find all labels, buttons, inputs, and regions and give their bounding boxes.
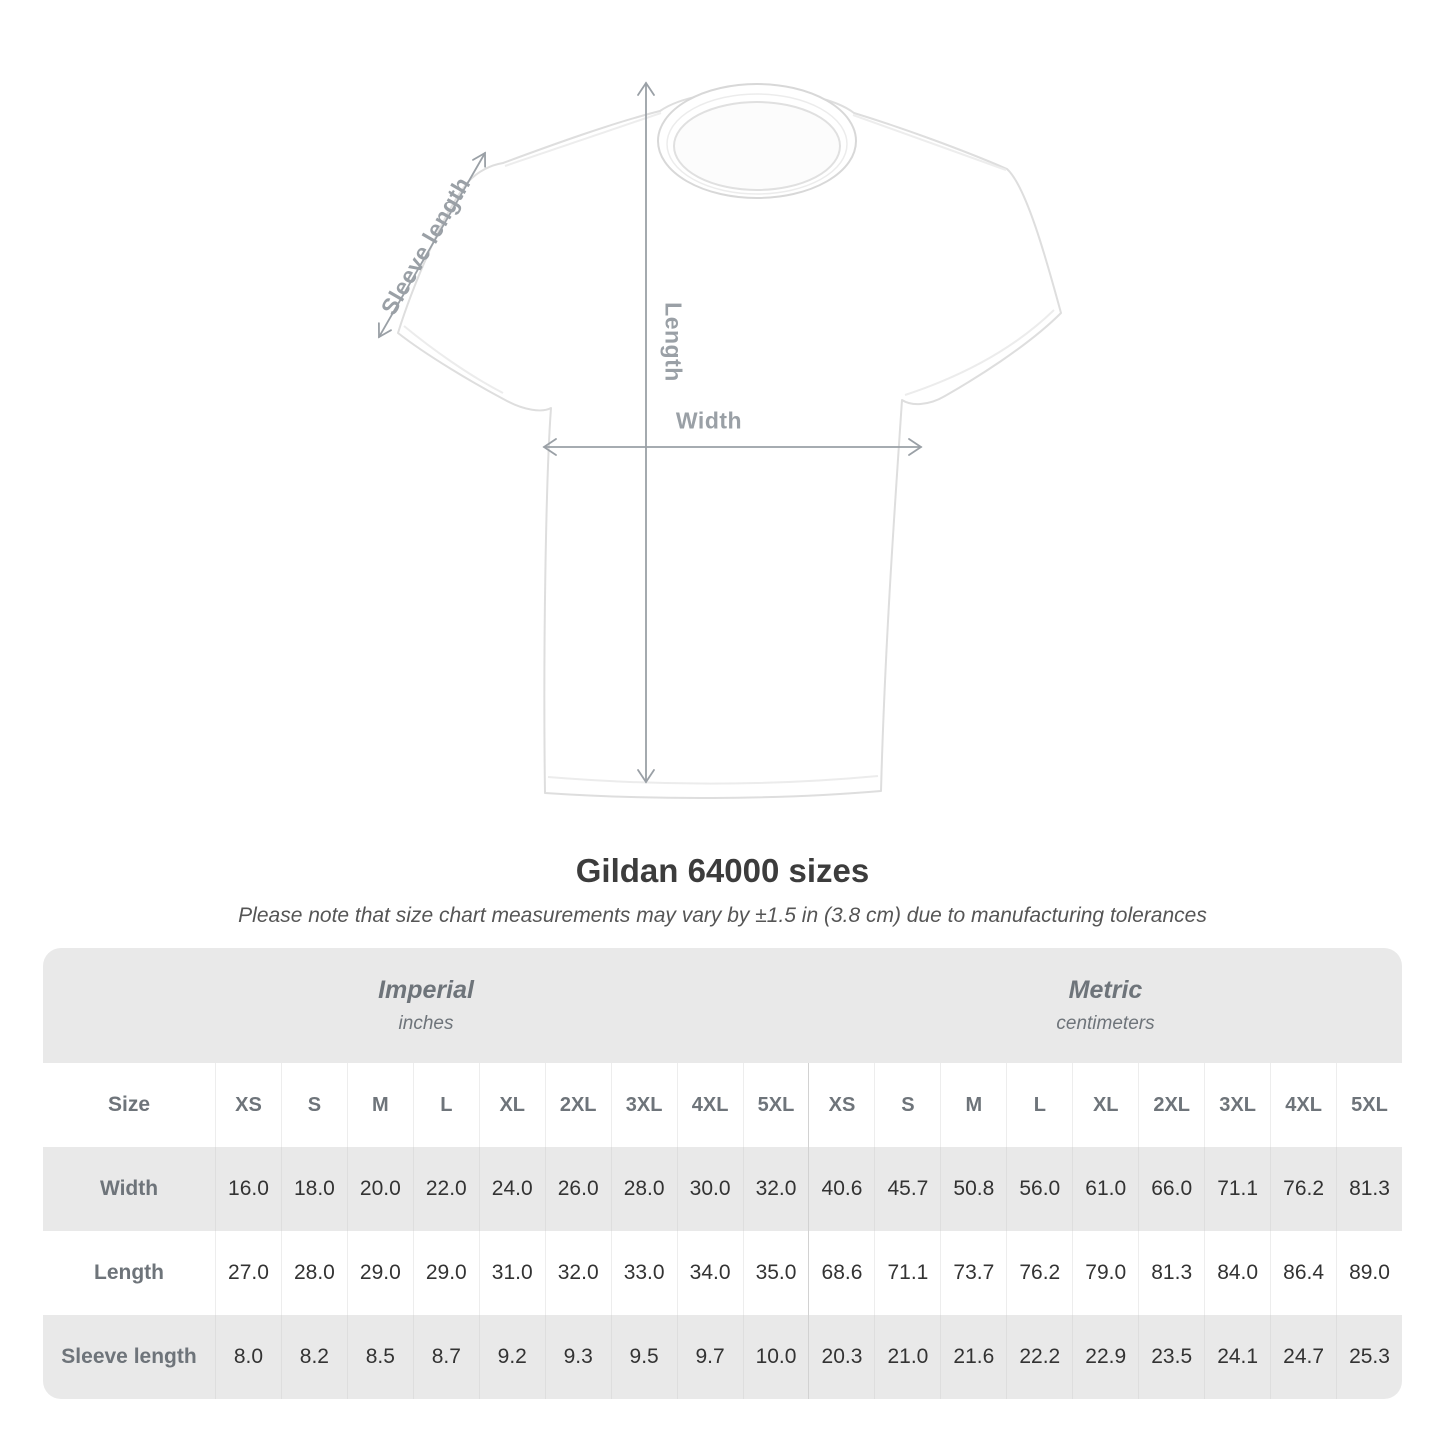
width-label: Width bbox=[675, 407, 743, 434]
table-cell: 29.0 bbox=[346, 1231, 413, 1315]
size-head-imperial: XL bbox=[478, 1063, 545, 1147]
table-cell: 25.3 bbox=[1336, 1315, 1402, 1399]
table-cell: 27.0 bbox=[215, 1231, 281, 1315]
table-cell: 73.7 bbox=[940, 1231, 1006, 1315]
table-cell: 8.7 bbox=[412, 1315, 479, 1399]
size-head-imperial: 5XL bbox=[742, 1063, 809, 1147]
size-head-metric: S bbox=[874, 1063, 940, 1147]
table-cell: 84.0 bbox=[1204, 1231, 1270, 1315]
size-head-metric: 2XL bbox=[1138, 1063, 1204, 1147]
table-cell: 71.1 bbox=[1204, 1147, 1271, 1231]
table-cell: 22.9 bbox=[1072, 1315, 1139, 1399]
table-cell: 61.0 bbox=[1072, 1147, 1139, 1231]
table-cell: 30.0 bbox=[676, 1147, 743, 1231]
table-cell: 89.0 bbox=[1336, 1231, 1402, 1315]
row-label-length: Length bbox=[94, 1261, 164, 1284]
table-cell: 20.0 bbox=[346, 1147, 413, 1231]
table-cell: 86.4 bbox=[1270, 1231, 1336, 1315]
table-cell: 50.8 bbox=[940, 1147, 1007, 1231]
width-arrow bbox=[542, 438, 923, 456]
size-head-imperial: M bbox=[346, 1063, 413, 1147]
size-table: Imperial inches Metric centimeters Size … bbox=[43, 948, 1402, 1399]
imperial-section-header: Imperial inches bbox=[43, 948, 809, 1063]
tshirt-graphic bbox=[378, 81, 1062, 800]
table-cell: 9.2 bbox=[478, 1315, 545, 1399]
table-cell: 18.0 bbox=[280, 1147, 347, 1231]
table-cell: 24.7 bbox=[1270, 1315, 1337, 1399]
size-head-metric: 3XL bbox=[1204, 1063, 1270, 1147]
table-cell: 68.6 bbox=[808, 1231, 874, 1315]
sleeve-length-arrow bbox=[378, 151, 486, 339]
table-cell: 21.6 bbox=[940, 1315, 1007, 1399]
tolerance-note: Please note that size chart measurements… bbox=[238, 904, 1207, 927]
metric-section-unit: centimeters bbox=[1056, 1013, 1155, 1034]
table-cell: 24.0 bbox=[478, 1147, 545, 1231]
table-cell: 76.2 bbox=[1006, 1231, 1072, 1315]
table-cell: 22.0 bbox=[412, 1147, 479, 1231]
table-cell: 40.6 bbox=[808, 1147, 875, 1231]
table-cell: 28.0 bbox=[280, 1231, 347, 1315]
table-cell: 8.5 bbox=[346, 1315, 413, 1399]
size-head-imperial: XS bbox=[215, 1063, 281, 1147]
imperial-section-unit: inches bbox=[398, 1013, 454, 1034]
size-head-imperial: 3XL bbox=[610, 1063, 677, 1147]
table-cell: 9.5 bbox=[610, 1315, 677, 1399]
tshirt-measurement-figure: Sleeve length Length Width bbox=[376, 81, 1062, 800]
row-label-sleeve-length: Sleeve length bbox=[43, 1315, 215, 1399]
imperial-section-title: Imperial bbox=[378, 976, 474, 1004]
table-header-band: Imperial inches Metric centimeters bbox=[43, 948, 1402, 1063]
table-cell: 10.0 bbox=[742, 1315, 809, 1399]
table-grid: Size XS S M L XL 2XL 3XL 4XL 5XL XS S M … bbox=[43, 1063, 1402, 1399]
size-head-metric: L bbox=[1006, 1063, 1072, 1147]
table-cell: 71.1 bbox=[874, 1231, 940, 1315]
size-head-imperial: S bbox=[280, 1063, 347, 1147]
table-cell: 8.2 bbox=[280, 1315, 347, 1399]
table-cell: 81.3 bbox=[1336, 1147, 1402, 1231]
table-cell: 28.0 bbox=[610, 1147, 677, 1231]
table-cell: 16.0 bbox=[215, 1147, 281, 1231]
length-label: Length bbox=[660, 302, 687, 382]
size-head-imperial: L bbox=[412, 1063, 479, 1147]
row-label-width: Width bbox=[43, 1147, 215, 1231]
table-cell: 56.0 bbox=[1006, 1147, 1073, 1231]
tshirt-silhouette bbox=[397, 83, 1062, 800]
table-cell: 79.0 bbox=[1072, 1231, 1138, 1315]
table-cell: 32.0 bbox=[742, 1147, 809, 1231]
table-cell: 81.3 bbox=[1138, 1231, 1204, 1315]
title-block: Gildan 64000 sizes Please note that size… bbox=[0, 852, 1445, 928]
table-cell: 24.1 bbox=[1204, 1315, 1271, 1399]
size-column-header: Size bbox=[107, 1093, 151, 1116]
table-cell: 45.7 bbox=[874, 1147, 941, 1231]
table-cell: 76.2 bbox=[1270, 1147, 1337, 1231]
table-cell: 9.7 bbox=[676, 1315, 743, 1399]
page-title: Gildan 64000 sizes bbox=[575, 852, 870, 889]
size-head-metric: XL bbox=[1072, 1063, 1138, 1147]
size-head-imperial: 2XL bbox=[544, 1063, 611, 1147]
table-cell: 26.0 bbox=[544, 1147, 611, 1231]
size-head-metric: M bbox=[940, 1063, 1006, 1147]
table-cell: 8.0 bbox=[215, 1315, 281, 1399]
length-arrow bbox=[637, 81, 655, 784]
table-cell: 29.0 bbox=[412, 1231, 479, 1315]
table-cell: 23.5 bbox=[1138, 1315, 1205, 1399]
size-head-metric: 4XL bbox=[1270, 1063, 1336, 1147]
table-cell: 21.0 bbox=[874, 1315, 941, 1399]
table-cell: 32.0 bbox=[544, 1231, 611, 1315]
size-head-metric: 5XL bbox=[1336, 1063, 1402, 1147]
table-cell: 35.0 bbox=[742, 1231, 809, 1315]
table-cell: 33.0 bbox=[610, 1231, 677, 1315]
size-head-imperial: 4XL bbox=[676, 1063, 743, 1147]
table-cell: 20.3 bbox=[808, 1315, 875, 1399]
table-cell: 9.3 bbox=[544, 1315, 611, 1399]
table-cell: 22.2 bbox=[1006, 1315, 1073, 1399]
table-cell: 34.0 bbox=[676, 1231, 743, 1315]
size-head-metric: XS bbox=[808, 1063, 874, 1147]
metric-section-header: Metric centimeters bbox=[809, 948, 1402, 1063]
metric-section-title: Metric bbox=[1068, 976, 1143, 1004]
table-cell: 31.0 bbox=[478, 1231, 545, 1315]
table-cell: 66.0 bbox=[1138, 1147, 1205, 1231]
